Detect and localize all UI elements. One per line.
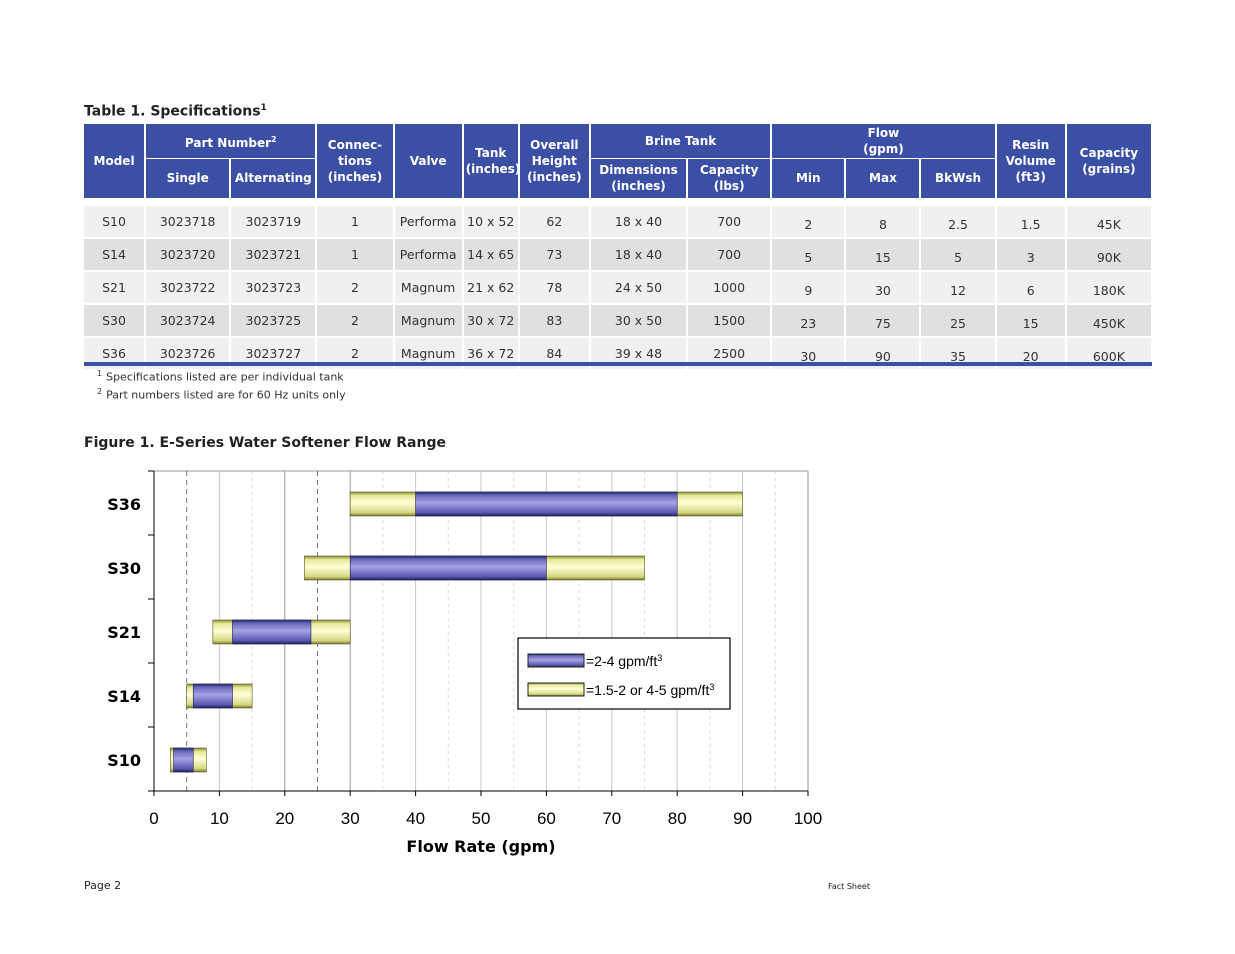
bar-inner-s36 <box>415 491 678 517</box>
header-single: Single <box>144 158 231 198</box>
header-min: Min <box>770 158 846 198</box>
bar-inner-s14 <box>192 683 233 709</box>
header-connections: Connec-tions (inches) <box>315 124 394 198</box>
specifications-table: Model Part Number2 Connec-tions (inches) … <box>84 124 1151 371</box>
bar-inner-s30 <box>349 555 547 581</box>
legend-swatch-blue <box>527 653 585 668</box>
bar-inner-s10 <box>173 747 194 773</box>
x-tick-label: 10 <box>210 809 229 828</box>
legend-label-blue: =2-4 gpm/ft3 <box>586 653 662 669</box>
table-title: Table 1. Specifications1 <box>84 103 267 120</box>
header-capacity: Capacity (grains) <box>1064 124 1151 198</box>
x-axis-label: Flow Rate (gpm) <box>406 837 555 856</box>
legend-label-yellow: =1.5-2 or 4-5 gpm/ft3 <box>586 682 714 698</box>
header-valve: Valve <box>392 124 463 198</box>
header-part-number: Part Number2 <box>144 124 317 159</box>
x-tick-label: 70 <box>602 809 621 828</box>
header-overall-height: Overall Height (inches) <box>517 124 590 198</box>
category-label: S14 <box>107 687 141 706</box>
footnote-1: 1 Specifications listed are per individua… <box>97 369 344 384</box>
header-model: Model <box>84 124 146 198</box>
footer-doc-name: Fact Sheet <box>828 882 870 891</box>
x-tick-label: 100 <box>794 809 822 828</box>
x-tick-label: 50 <box>472 809 491 828</box>
x-tick-label: 40 <box>406 809 425 828</box>
category-label: S10 <box>107 751 141 770</box>
category-label: S30 <box>107 559 141 578</box>
category-label: S36 <box>107 495 141 514</box>
x-tick-label: 30 <box>341 809 360 828</box>
legend-swatch-yellow <box>527 682 585 697</box>
header-flow: Flow (gpm) <box>770 124 996 159</box>
header-brine-tank: Brine Tank <box>588 124 772 159</box>
header-bkwsh: BkWsh <box>919 158 996 198</box>
chart-legend: =2-4 gpm/ft3 =1.5-2 or 4-5 gpm/ft3 <box>517 637 731 710</box>
x-tick-label: 80 <box>668 809 687 828</box>
table-row: S21 3023722 3023723 2 Magnum 21 x 62 78 24 x 50… <box>84 270 1151 305</box>
x-tick-label: 20 <box>275 809 294 828</box>
table-row: S30 3023724 3023725 2 Magnum 30 x 72 83 30 x 50… <box>84 303 1151 338</box>
x-tick-label: 0 <box>149 809 158 828</box>
x-tick-label: 60 <box>537 809 556 828</box>
header-max: Max <box>844 158 921 198</box>
header-alternating: Alternating <box>229 158 317 198</box>
table-bottom-rule <box>84 362 1152 366</box>
header-brine-capacity: Capacity (lbs) <box>686 158 772 198</box>
table-row: S14 3023720 3023721 1 Performa 14 x 65 73 18 x … <box>84 237 1151 272</box>
header-dimensions: Dimensions (inches) <box>588 158 688 198</box>
figure-title: Figure 1. E-Series Water Softener Flow R… <box>84 435 446 451</box>
header-resin-volume: Resin Volume (ft3) <box>994 124 1066 198</box>
bar-inner-s21 <box>232 619 312 645</box>
footer-page-number: Page 2 <box>84 879 122 892</box>
header-tank: Tank (inches) <box>461 124 520 198</box>
x-tick-label: 90 <box>733 809 752 828</box>
category-label: S21 <box>107 623 141 642</box>
footnote-2: 2 Part numbers listed are for 60 Hz units… <box>97 387 346 402</box>
table-row: S10 3023718 3023719 1 Performa 10 x 52 62 18 x … <box>84 205 1151 239</box>
